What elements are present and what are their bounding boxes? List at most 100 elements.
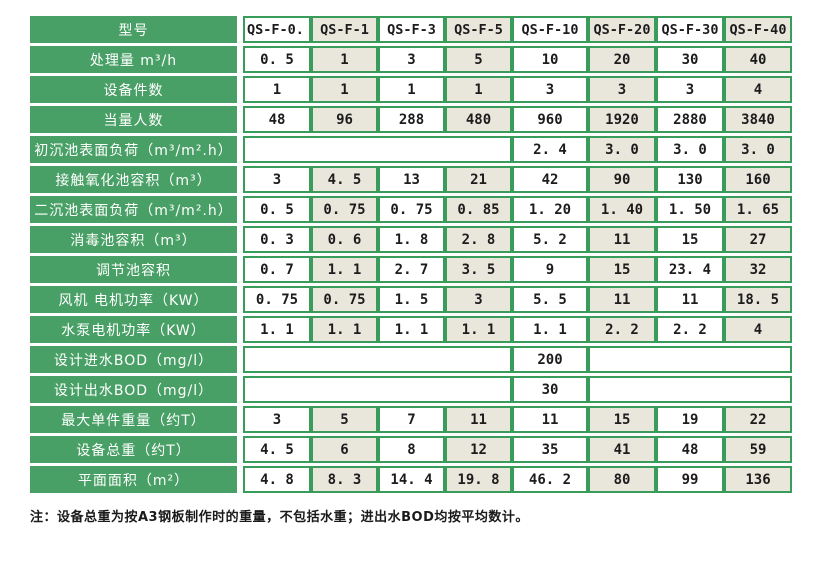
merged-empty-cell: [588, 346, 792, 373]
value-cell: 8: [378, 436, 445, 463]
row-label: 接触氧化池容积（m³）: [30, 166, 237, 193]
value-cell: 59: [724, 436, 792, 463]
row-label: 最大单件重量（约T）: [30, 406, 237, 433]
row-label: 设计出水BOD（mg/l）: [30, 376, 237, 403]
row-label: 二沉池表面负荷（m³/m².h）: [30, 196, 237, 223]
table-row: 当量人数 48 96 288 480 960 1920 2880 3840: [30, 106, 792, 133]
row-label: 平面面积（m²）: [30, 466, 237, 493]
value-cell: 1: [311, 46, 378, 73]
row-label-model: 型号: [30, 16, 237, 43]
value-cell: 1. 1: [378, 316, 445, 343]
value-cell: 1920: [588, 106, 656, 133]
value-cell: 0. 5: [243, 196, 311, 223]
value-cell: 3: [588, 76, 656, 103]
value-cell: 5: [445, 46, 512, 73]
value-cell: 1. 1: [311, 256, 378, 283]
value-cell: 4: [724, 316, 792, 343]
value-cell: 3840: [724, 106, 792, 133]
value-cell: 2. 7: [378, 256, 445, 283]
value-cell: 5. 5: [512, 286, 588, 313]
table-row: 设计出水BOD（mg/l） 30: [30, 376, 792, 403]
value-cell: 1: [243, 76, 311, 103]
value-cell: 1. 1: [311, 316, 378, 343]
value-cell: 9: [512, 256, 588, 283]
value-cell: 0. 85: [445, 196, 512, 223]
value-cell: 1. 1: [445, 316, 512, 343]
value-cell: 11: [445, 406, 512, 433]
row-label: 消毒池容积（m³）: [30, 226, 237, 253]
value-cell: 3: [656, 76, 724, 103]
value-cell: 1. 8: [378, 226, 445, 253]
value-cell: 0. 75: [311, 286, 378, 313]
value-cell: 1. 1: [512, 316, 588, 343]
merged-empty-cell: [588, 376, 792, 403]
value-cell: 11: [588, 286, 656, 313]
row-label: 水泵电机功率（KW）: [30, 316, 237, 343]
model-header-cell: QS-F-3: [378, 16, 445, 43]
merged-empty-cell: [243, 346, 512, 373]
value-cell: 960: [512, 106, 588, 133]
value-cell: 15: [656, 226, 724, 253]
value-cell: 2. 4: [512, 136, 588, 163]
model-header-cell: QS-F-40: [724, 16, 792, 43]
model-header-cell: QS-F-0. 5: [243, 16, 311, 43]
value-cell: 12: [445, 436, 512, 463]
value-cell: 3. 0: [656, 136, 724, 163]
value-cell: 0. 75: [243, 286, 311, 313]
value-cell: 200: [512, 346, 588, 373]
footnote: 注：设备总重为按A3钢板制作时的重量，不包括水重；进出水BOD均按平均数计。: [30, 510, 529, 525]
value-cell: 3: [445, 286, 512, 313]
value-cell: 1: [378, 76, 445, 103]
value-cell: 1. 50: [656, 196, 724, 223]
value-cell: 42: [512, 166, 588, 193]
value-cell: 41: [588, 436, 656, 463]
model-header-cell: QS-F-20: [588, 16, 656, 43]
value-cell: 3: [512, 76, 588, 103]
value-cell: 1. 65: [724, 196, 792, 223]
value-cell: 22: [724, 406, 792, 433]
value-cell: 0. 75: [378, 196, 445, 223]
value-cell: 0. 7: [243, 256, 311, 283]
value-cell: 27: [724, 226, 792, 253]
value-cell: 46. 2: [512, 466, 588, 493]
table-row: 消毒池容积（m³） 0. 3 0. 6 1. 8 2. 8 5. 2 11 15 27: [30, 226, 792, 253]
table-row: 设计进水BOD（mg/l） 200: [30, 346, 792, 373]
value-cell: 1. 1: [243, 316, 311, 343]
merged-empty-cell: [243, 376, 512, 403]
table-row: 风机 电机功率（KW） 0. 75 0. 75 1. 5 3 5. 5 11 11 18. 5: [30, 286, 792, 313]
value-cell: 11: [656, 286, 724, 313]
row-label: 处理量 m³/h: [30, 46, 237, 73]
value-cell: 1. 40: [588, 196, 656, 223]
value-cell: 30: [656, 46, 724, 73]
value-cell: 5. 2: [512, 226, 588, 253]
value-cell: 48: [656, 436, 724, 463]
value-cell: 99: [656, 466, 724, 493]
model-header-cell: QS-F-10: [512, 16, 588, 43]
model-header-cell: QS-F-30: [656, 16, 724, 43]
value-cell: 90: [588, 166, 656, 193]
value-cell: 3: [378, 46, 445, 73]
value-cell: 5: [311, 406, 378, 433]
value-cell: 23. 4: [656, 256, 724, 283]
value-cell: 3. 5: [445, 256, 512, 283]
value-cell: 4. 5: [311, 166, 378, 193]
value-cell: 80: [588, 466, 656, 493]
table-row: 最大单件重量（约T） 3 5 7 11 11 15 19 22: [30, 406, 792, 433]
value-cell: 18. 5: [724, 286, 792, 313]
value-cell: 8. 3: [311, 466, 378, 493]
value-cell: 35: [512, 436, 588, 463]
row-label: 初沉池表面负荷（m³/m².h）: [30, 136, 237, 163]
table-row: 平面面积（m²） 4. 8 8. 3 14. 4 19. 8 46. 2 80 99 136: [30, 466, 792, 493]
value-cell: 288: [378, 106, 445, 133]
value-cell: 2. 2: [656, 316, 724, 343]
row-label: 风机 电机功率（KW）: [30, 286, 237, 313]
table-row: 设备总重（约T） 4. 5 6 8 12 35 41 48 59: [30, 436, 792, 463]
value-cell: 19. 8: [445, 466, 512, 493]
value-cell: 3. 0: [588, 136, 656, 163]
value-cell: 21: [445, 166, 512, 193]
value-cell: 11: [512, 406, 588, 433]
